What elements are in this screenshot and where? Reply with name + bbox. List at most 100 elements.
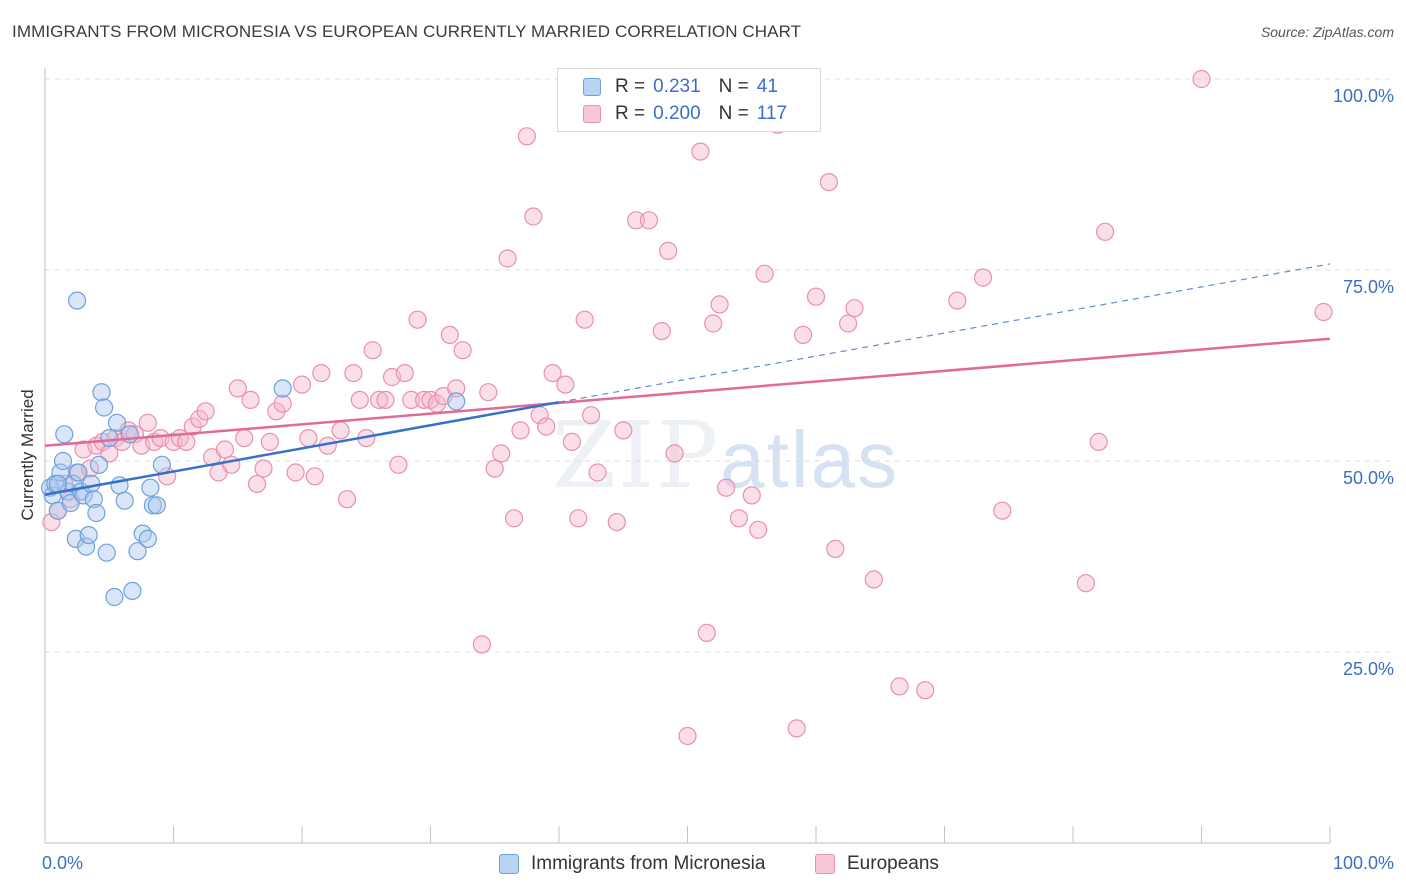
trend-lines [44,263,1331,496]
micronesia-trend-extension [558,263,1331,403]
stats-legend: R = 0.231 N = 41 R = 0.200 N = 117 [557,68,821,132]
europeans-point [691,142,710,161]
europeans-point [363,341,382,360]
europeans-point [472,635,491,654]
europeans-point [864,570,883,589]
legend-swatch-pink [583,105,601,123]
bottom-legend-swatch-blue [499,854,519,874]
legend-row-micronesia: R = 0.231 N = 41 [583,76,778,98]
europeans-point [267,402,286,421]
europeans-trend-line [44,337,1331,447]
micronesia-point [92,383,111,402]
europeans-point [626,211,646,230]
europeans-point [973,268,993,287]
europeans-point [845,299,864,318]
europeans-point [292,375,312,394]
bottom-legend-label-micronesia: Immigrants from Micronesia [531,853,766,874]
micronesia-point [123,581,142,601]
europeans-point [235,429,254,448]
europeans-point [215,440,234,459]
micronesia-point [128,542,147,561]
europeans-point [273,394,292,413]
europeans-point [659,241,678,260]
europeans-point [241,390,260,409]
source-credit: Source: ZipAtlas.com [1260,24,1394,40]
micronesia-point [89,455,109,474]
europeans-point [537,417,556,436]
europeans-point [80,459,100,478]
europeans-point [485,459,504,478]
legend-n-label: N = [718,76,749,97]
watermark-zip: ZIP [552,402,721,509]
x-tick-label-min: 0.0% [42,853,84,873]
europeans-point [517,127,537,146]
europeans-point [331,421,350,440]
legend-row-europeans: R = 0.200 N = 117 [583,103,787,125]
micronesia-point [76,537,96,556]
europeans-point [524,207,543,226]
europeans-point [511,421,530,440]
europeans-point [196,402,215,421]
micronesia-point [147,496,166,515]
europeans-point [100,444,119,463]
legend-r-label: R = [615,76,646,97]
micronesia-point [67,291,87,310]
europeans-point [806,287,826,306]
micronesia-point [152,455,171,474]
europeans-point [344,364,363,383]
europeans-point [1314,302,1333,322]
europeans-points [42,69,1333,746]
europeans-point [614,421,633,440]
europeans-point [42,512,61,532]
europeans-point [376,390,395,409]
europeans-point [183,417,202,436]
micronesia-point [273,379,292,398]
europeans-point [575,310,594,329]
europeans-point [504,509,524,528]
europeans-point [305,467,324,486]
watermark: ZIPatlas [552,402,899,509]
micronesia-point [53,451,73,471]
europeans-point [890,677,909,696]
bottom-legend-label-europeans: Europeans [847,853,939,874]
micronesia-point [82,474,101,493]
europeans-point [556,375,575,394]
micronesia-point [55,425,74,444]
europeans-point [826,539,845,559]
y-tick-label: 25.0% [1342,659,1394,679]
micronesia-point [133,524,152,543]
legend-n-value: 41 [756,76,778,97]
micronesia-point [115,491,134,510]
europeans-point [755,264,774,283]
europeans-point [562,432,582,451]
europeans-point [838,314,858,333]
europeans-point [389,455,408,474]
micronesia-point [51,463,70,482]
bottom-legend-europeans: Europeans [815,852,939,876]
micronesia-point [87,503,106,523]
europeans-point [312,364,331,383]
europeans-point [1076,574,1096,593]
europeans-point [793,325,813,344]
europeans-point [395,364,414,383]
europeans-point [408,310,427,329]
europeans-point [678,726,697,746]
y-tick-label: 50.0% [1342,468,1394,488]
europeans-point [1089,432,1108,451]
europeans-point [704,314,723,333]
europeans-point [742,486,761,505]
europeans-point [177,432,196,451]
europeans-point [697,623,716,643]
micronesia-point [100,429,119,448]
europeans-point [1095,222,1115,241]
europeans-point [453,341,472,360]
europeans-point [948,291,967,310]
legend-n-label: N = [718,103,749,124]
europeans-point [639,211,659,230]
europeans-point [819,173,839,192]
axes [44,68,1331,844]
micronesia-point [143,496,162,515]
europeans-point [581,406,601,425]
europeans-point [652,322,671,341]
